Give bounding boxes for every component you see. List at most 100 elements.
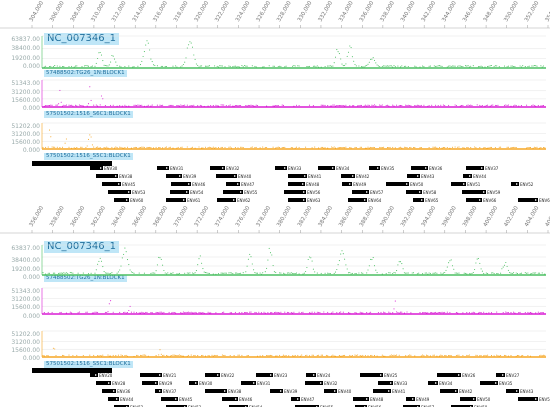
gene-feature[interactable] <box>32 161 112 166</box>
coverage-point <box>433 65 435 67</box>
gene-feature[interactable] <box>437 373 461 377</box>
gene-feature[interactable] <box>353 397 369 401</box>
gene-feature[interactable] <box>210 166 225 170</box>
gene-feature[interactable] <box>90 373 98 377</box>
coverage-point <box>463 272 465 274</box>
coverage-point <box>71 312 73 314</box>
gene-feature[interactable] <box>428 381 438 385</box>
gene-feature[interactable] <box>288 174 307 178</box>
coverage-point <box>224 354 226 356</box>
gene-feature[interactable] <box>466 198 482 202</box>
gene-feature[interactable] <box>518 397 538 401</box>
gene-feature[interactable] <box>480 381 498 385</box>
gene-feature[interactable] <box>352 190 369 194</box>
gene-feature[interactable] <box>166 198 186 202</box>
gene-feature[interactable] <box>511 182 519 186</box>
track-label[interactable]: 57501502:1516_S6C1:BLOCK1 <box>44 111 133 118</box>
gene-feature[interactable] <box>378 381 393 385</box>
gene-feature[interactable] <box>32 368 112 373</box>
gene-feature[interactable] <box>217 198 236 202</box>
gene-feature[interactable] <box>256 373 273 377</box>
coverage-point <box>264 312 266 314</box>
gene-track-bottom[interactable]: ENV20 ENV21 ENV22 ENV23 ENV24 ENV25 ENV26 ENV27… <box>0 367 550 407</box>
gene-feature[interactable] <box>222 397 238 401</box>
gene-feature[interactable] <box>90 166 103 170</box>
gene-feature[interactable] <box>96 381 111 385</box>
coverage-point <box>308 312 311 314</box>
coverage-point <box>429 312 431 314</box>
track-label[interactable]: 57488502:TG26_1N:BLOCK1 <box>44 275 127 282</box>
gene-feature[interactable] <box>155 389 162 393</box>
gene-feature[interactable] <box>170 190 189 194</box>
gene-feature[interactable] <box>305 381 323 385</box>
gene-feature[interactable] <box>142 381 158 385</box>
gene-feature[interactable] <box>166 174 182 178</box>
coverage-point <box>123 147 125 149</box>
gene-feature[interactable] <box>102 389 116 393</box>
gene-feature[interactable] <box>140 373 162 377</box>
gene-feature[interactable] <box>369 166 380 170</box>
gene-feature[interactable] <box>360 373 383 377</box>
gene-feature[interactable] <box>291 397 300 401</box>
track-label[interactable]: 57501502:1516_S5C1:BLOCK1 <box>44 153 133 160</box>
sequence-name-tag[interactable]: NC_007346_1 <box>44 241 119 253</box>
coverage-point <box>444 271 446 274</box>
gene-feature[interactable] <box>275 166 287 170</box>
gene-feature[interactable] <box>462 190 486 194</box>
gene-feature[interactable] <box>460 397 476 401</box>
gene-feature[interactable] <box>216 174 237 178</box>
gene-feature[interactable] <box>348 198 367 202</box>
gene-feature[interactable] <box>440 389 458 393</box>
gene-feature[interactable] <box>411 166 428 170</box>
gene-feature[interactable] <box>506 389 519 393</box>
gene-feature[interactable] <box>466 166 484 170</box>
gene-feature[interactable] <box>223 190 243 194</box>
gene-feature[interactable] <box>288 182 305 186</box>
gene-feature[interactable] <box>386 182 409 186</box>
coverage-point <box>61 272 64 274</box>
gene-feature[interactable] <box>157 166 169 170</box>
gene-feature[interactable] <box>171 182 191 186</box>
coverage-point <box>336 105 338 107</box>
gene-feature[interactable] <box>241 381 256 385</box>
gene-feature[interactable] <box>496 373 505 377</box>
gene-feature[interactable] <box>318 166 335 170</box>
gene-feature[interactable] <box>288 198 306 202</box>
coverage-point <box>249 105 251 107</box>
gene-feature[interactable] <box>102 182 121 186</box>
gene-feature[interactable] <box>205 389 227 393</box>
gene-feature[interactable] <box>413 198 424 202</box>
gene-track-top[interactable]: ENV30 ENV31 ENV32 ENV33 ENV34 ENV35 ENV36 ENV37… <box>0 160 550 210</box>
gene-feature[interactable] <box>463 174 472 178</box>
coverage-point <box>133 146 135 149</box>
coverage-point <box>285 65 287 67</box>
gene-feature[interactable] <box>306 373 316 377</box>
gene-label: ENV32 <box>226 166 240 171</box>
gene-feature[interactable] <box>341 174 355 178</box>
gene-feature[interactable] <box>407 174 420 178</box>
track-label[interactable]: 57488502:TG26_1N:BLOCK1 <box>44 70 127 77</box>
coverage-point <box>506 311 508 314</box>
gene-feature[interactable] <box>406 397 415 401</box>
gene-feature[interactable] <box>108 190 131 194</box>
coverage-point <box>250 311 252 313</box>
gene-feature[interactable] <box>342 182 352 186</box>
gene-feature[interactable] <box>373 389 391 393</box>
gene-feature[interactable] <box>96 174 118 178</box>
track-label[interactable]: 57501502:1516_S5C1:BLOCK1 <box>44 361 133 368</box>
gene-feature[interactable] <box>451 182 466 186</box>
gene-feature[interactable] <box>205 373 220 377</box>
gene-feature[interactable] <box>518 198 538 202</box>
gene-feature[interactable] <box>161 397 178 401</box>
gene-feature[interactable] <box>108 397 119 401</box>
gene-feature[interactable] <box>189 381 198 385</box>
gene-feature[interactable] <box>114 198 129 202</box>
gene-feature[interactable] <box>270 389 283 393</box>
coverage-point <box>441 273 443 275</box>
gene-feature[interactable] <box>226 182 240 186</box>
coverage-point <box>385 273 387 275</box>
gene-feature[interactable] <box>324 389 337 393</box>
coverage-point <box>204 146 207 148</box>
gene-feature[interactable] <box>406 190 422 194</box>
gene-feature[interactable] <box>284 190 306 194</box>
